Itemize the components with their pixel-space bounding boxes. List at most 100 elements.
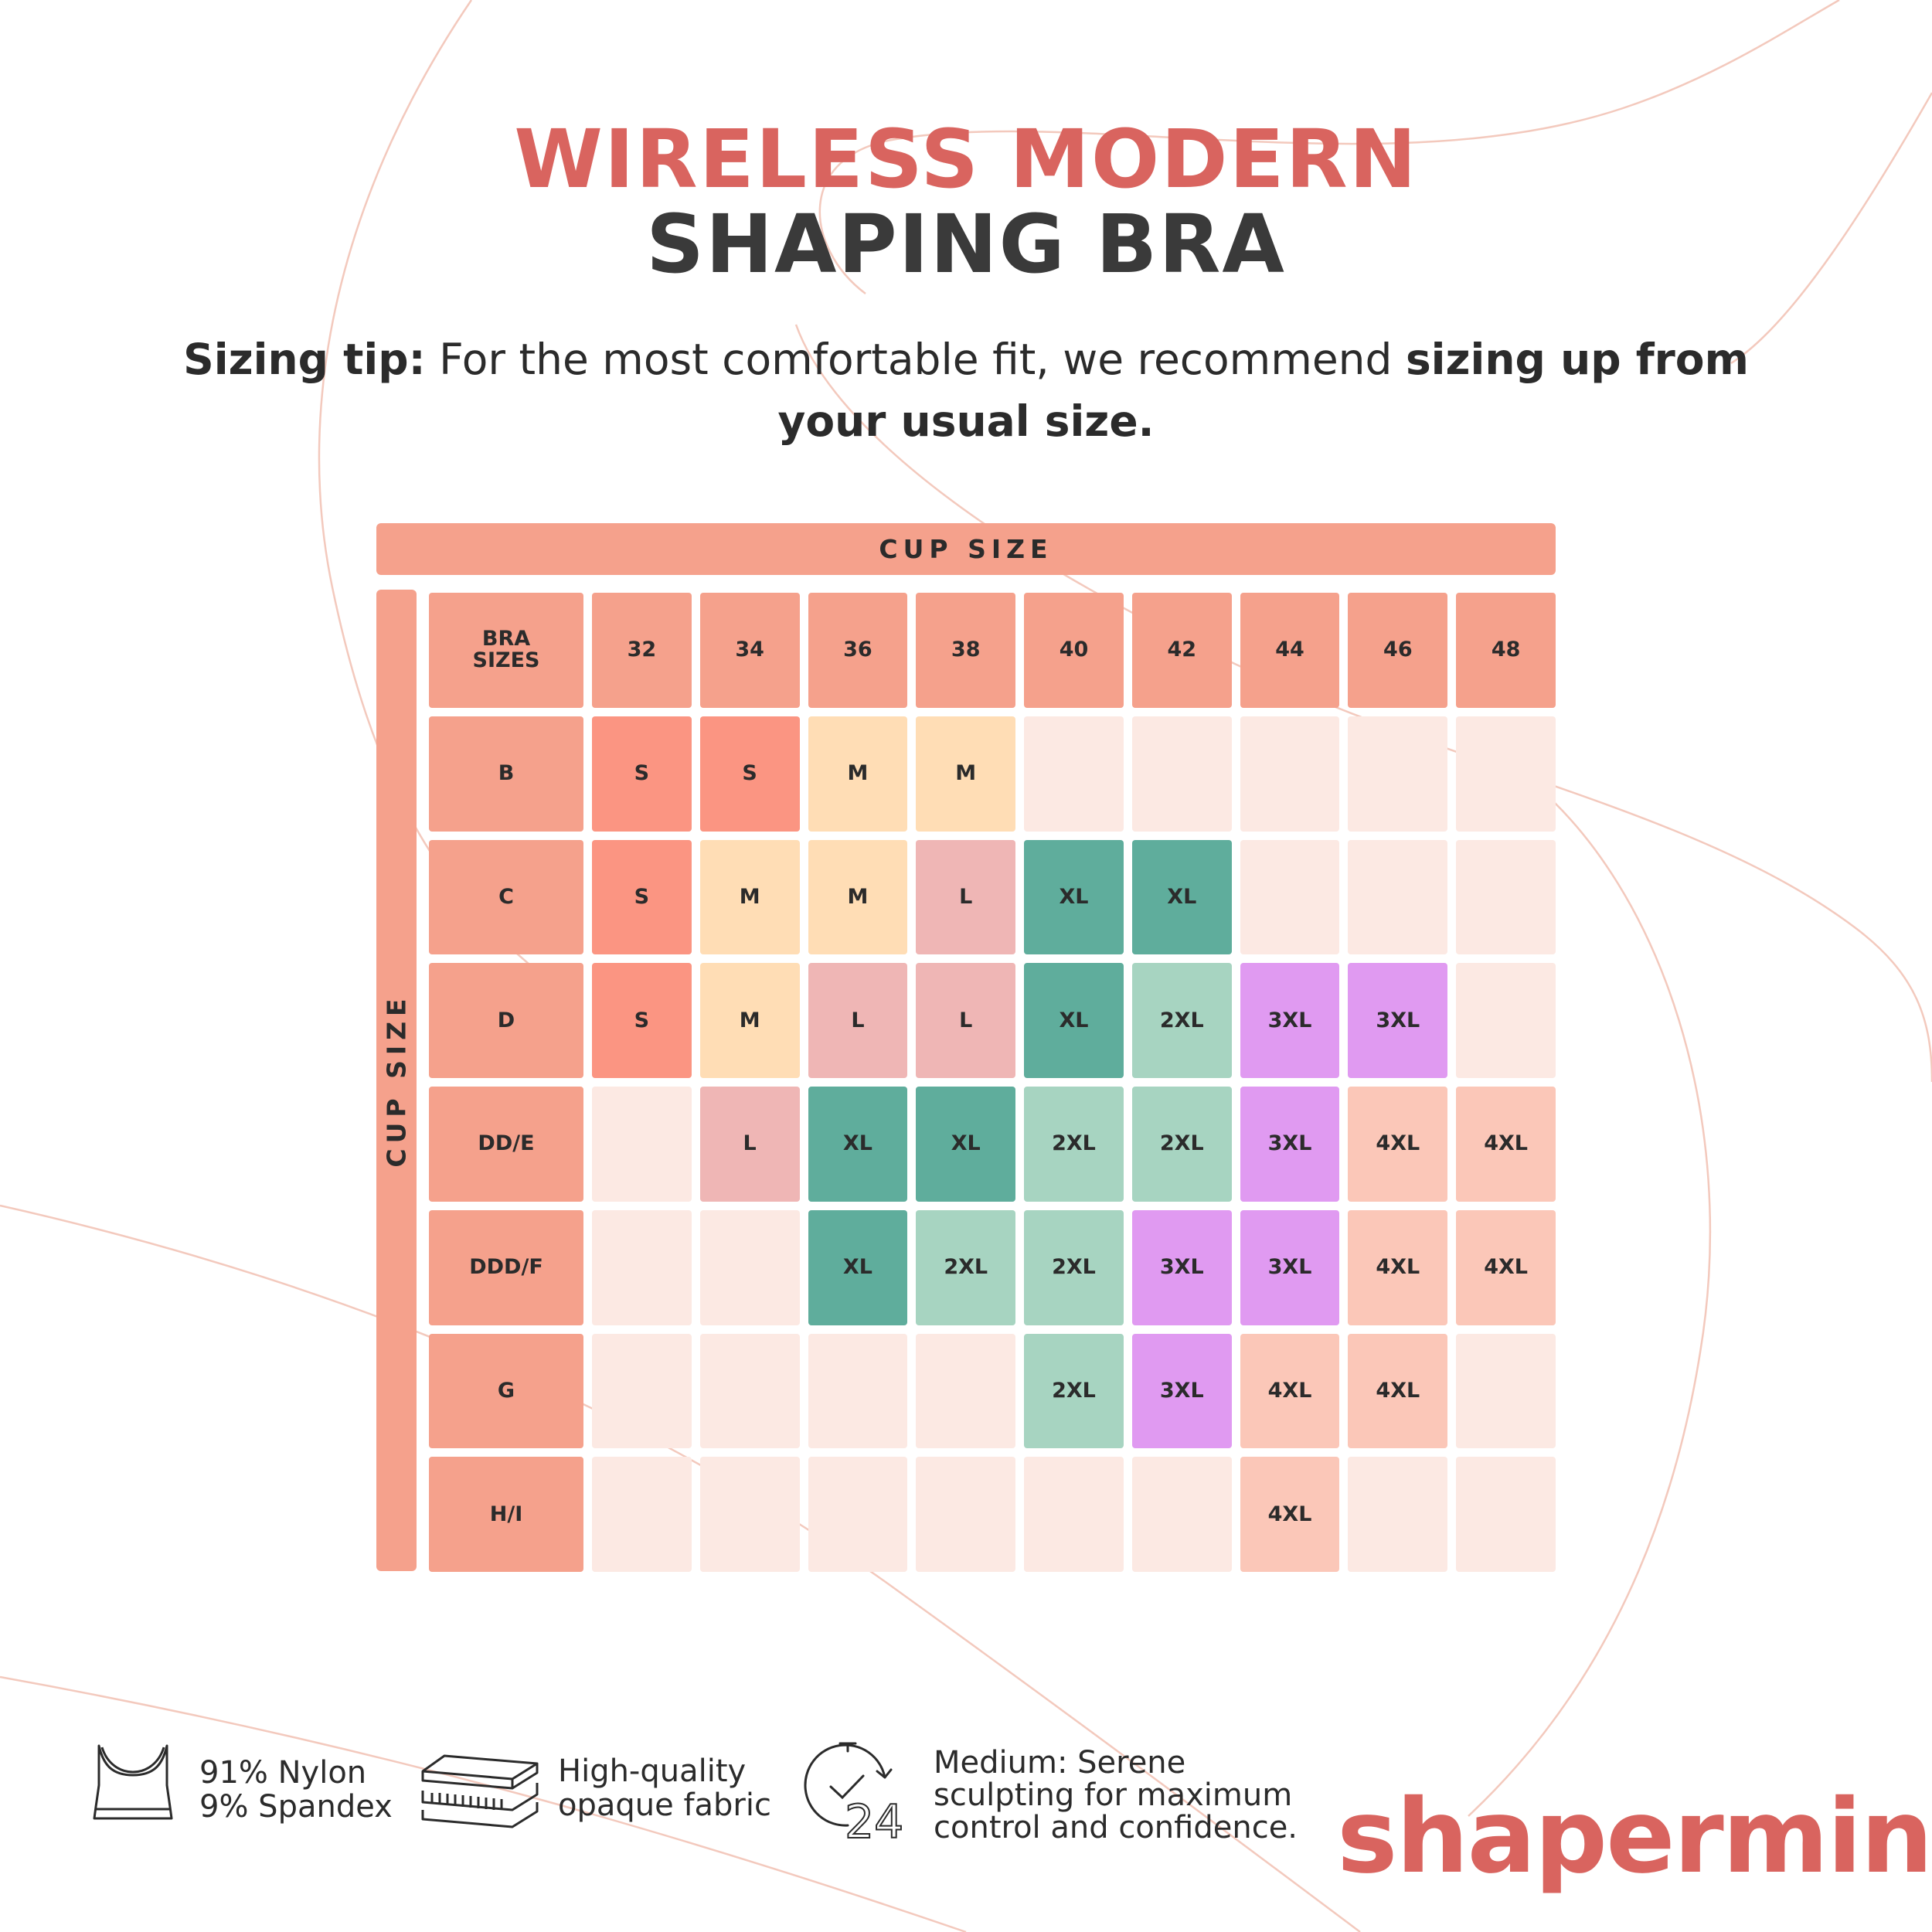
size-cell: 2XL [1131,1087,1232,1202]
empty-cell [699,1333,800,1449]
empty-cell [1024,1457,1124,1572]
feature-material-line-2: 9% Spandex [199,1789,393,1825]
size-cell: XL [1024,963,1124,1078]
size-cell: XL [916,1087,1016,1202]
sizing-tip-label: Sizing tip: [183,335,426,384]
cup-size-label: G [429,1333,583,1449]
size-cell: 3XL [1240,963,1340,1078]
size-cell: 3XL [1131,1209,1232,1325]
size-chart-grid: BRA SIZES 32 34 36 38 40 42 44 46 48 B S S M M C S M M L XL X… [429,593,1556,1572]
size-cell: 2XL [1131,963,1232,1078]
title-line-2: SHAPING BRA [646,197,1286,291]
empty-cell [699,1457,800,1572]
size-cell: 2XL [1024,1333,1124,1449]
feature-fabric: High-quality opaque fabric [558,1754,771,1822]
cup-size-label: DD/E [429,1087,583,1202]
size-cell: L [916,963,1016,1078]
size-cell: 4XL [1348,1209,1448,1325]
size-cell: L [916,839,1016,955]
empty-cell [1240,839,1340,955]
empty-cell [1456,963,1556,1078]
band-size-header: 40 [1024,593,1124,708]
cup-size-label: C [429,839,583,955]
size-cell: 2XL [1024,1209,1124,1325]
size-cell: 4XL [1240,1457,1340,1572]
bra-icon [93,1744,173,1820]
size-cell: 3XL [1131,1333,1232,1449]
empty-cell [1456,716,1556,832]
size-cell: L [808,963,908,1078]
cup-size-label: DDD/F [429,1209,583,1325]
empty-cell [916,1333,1016,1449]
sizing-tip: Sizing tip: For the most comfortable fit… [155,328,1777,452]
empty-cell [1348,716,1448,832]
empty-cell [1348,839,1448,955]
sizing-tip-emphasis: sizing up from your usual size. [777,335,1749,446]
size-cell: 3XL [1348,963,1448,1078]
size-cell: M [916,716,1016,832]
band-size-header: 46 [1348,593,1448,708]
empty-cell [592,1209,692,1325]
feature-control-line-3: control and confidence. [934,1810,1298,1845]
empty-cell [592,1087,692,1202]
empty-cell [1024,716,1124,832]
empty-cell [808,1457,908,1572]
size-cell: 3XL [1240,1087,1340,1202]
empty-cell [1131,1457,1232,1572]
size-cell: S [699,716,800,832]
size-cell: S [592,839,692,955]
size-cell: XL [1131,839,1232,955]
size-cell: XL [808,1087,908,1202]
size-cell: S [592,963,692,1078]
side-header-cup-size: CUP SIZE [376,590,417,1571]
band-size-header: 42 [1131,593,1232,708]
empty-cell [916,1457,1016,1572]
empty-cell [1240,716,1340,832]
clock-24-label: 24 [845,1795,903,1843]
band-size-header: 44 [1240,593,1340,708]
size-cell: S [592,716,692,832]
empty-cell [592,1333,692,1449]
size-cell: 4XL [1348,1333,1448,1449]
fabric-layers-icon [421,1754,539,1828]
size-cell: 4XL [1456,1209,1556,1325]
empty-cell [808,1333,908,1449]
size-cell: 2XL [916,1209,1016,1325]
size-cell: M [808,716,908,832]
size-cell: 3XL [1240,1209,1340,1325]
empty-cell [1456,1457,1556,1572]
size-cell: 2XL [1024,1087,1124,1202]
size-cell: XL [1024,839,1124,955]
feature-control-line-1: Medium: Serene [934,1745,1186,1781]
sizing-tip-text: For the most comfortable fit, we recomme… [425,335,1406,384]
empty-cell [592,1457,692,1572]
empty-cell [1456,1333,1556,1449]
title-line-1: WIRELESS MODERN [514,112,1418,206]
feature-fabric-line-2: opaque fabric [558,1787,771,1823]
empty-cell [699,1209,800,1325]
feature-fabric-line-1: High-quality [558,1753,747,1789]
band-size-header: 36 [808,593,908,708]
size-cell: 4XL [1348,1087,1448,1202]
cup-size-label: B [429,716,583,832]
top-header-label: CUP SIZE [879,534,1053,564]
feature-control-line-2: sculpting for maximum [934,1777,1293,1813]
top-header-cup-size: CUP SIZE [376,523,1556,575]
empty-cell [1456,839,1556,955]
size-cell: 4XL [1240,1333,1340,1449]
feature-control: Medium: Serene sculpting for maximum con… [934,1747,1298,1844]
size-cell: M [699,963,800,1078]
shapermint-logo: shapermint [1337,1777,1932,1896]
size-cell: M [808,839,908,955]
corner-label-bra-sizes: BRA SIZES [429,593,583,708]
band-size-header: 48 [1456,593,1556,708]
size-cell: L [699,1087,800,1202]
cup-size-label: H/I [429,1457,583,1572]
size-cell: XL [808,1209,908,1325]
size-cell: 4XL [1456,1087,1556,1202]
side-header-label: CUP SIZE [381,993,412,1168]
feature-material-line-1: 91% Nylon [199,1755,367,1791]
clock-24-icon: 24 [804,1742,904,1843]
band-size-header: 38 [916,593,1016,708]
feature-material: 91% Nylon 9% Spandex [199,1756,393,1824]
